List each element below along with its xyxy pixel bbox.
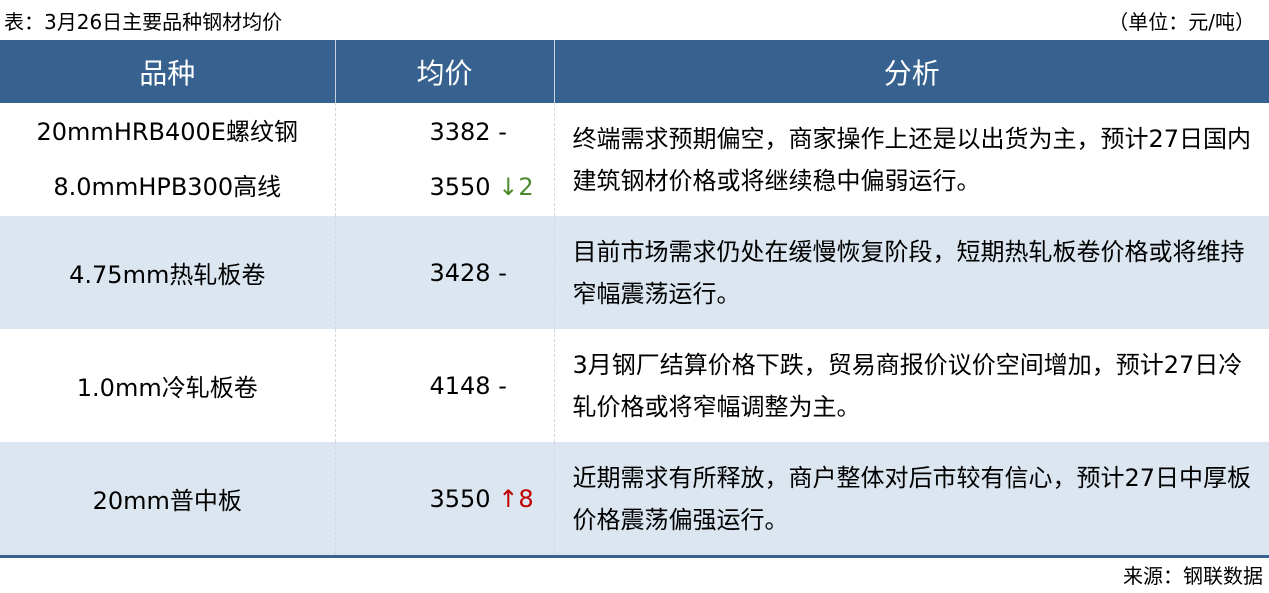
analysis-cell: 终端需求预期偏空，商家操作上还是以出货为主，预计27日国内建筑钢材价格或将继续稳… xyxy=(553,103,1269,216)
analysis-cell: 目前市场需求仍处在缓慢恢复阶段，短期热轧板卷价格或将维持窄幅震荡运行。 xyxy=(553,216,1269,329)
price-value: 4148 xyxy=(429,371,491,400)
header-price: 均价 xyxy=(334,40,554,103)
table-row: 4.75mm热轧板卷 3428 - 目前市场需求仍处在缓慢恢复阶段，短期热轧板卷… xyxy=(0,216,1269,329)
analysis-cell: 近期需求有所释放，商户整体对后市较有信心，预计27日中厚板价格震荡偏强运行。 xyxy=(553,442,1269,558)
header-analysis: 分析 xyxy=(553,40,1269,103)
price-change: - xyxy=(498,371,507,400)
table-row: 1.0mm冷轧板卷 4148 - 3月钢厂结算价格下跌，贸易商报价议价空间增加，… xyxy=(0,329,1269,442)
product-name: 8.0mmHPB300高线 xyxy=(53,172,282,201)
price-value: 3382 xyxy=(429,117,491,146)
header-row: 品种 均价 分析 xyxy=(0,40,1269,103)
price-change: 8 xyxy=(518,484,534,513)
source-note: 来源：钢联数据 xyxy=(1123,564,1263,588)
product-name: 20mm普中板 xyxy=(0,442,335,558)
product-name: 1.0mm冷轧板卷 xyxy=(76,374,258,402)
price-cell: 4148 - xyxy=(334,329,554,442)
price-change: - xyxy=(498,258,507,287)
price-cell: 3550 ↑8 xyxy=(334,442,554,558)
arrow-down-icon: ↓ xyxy=(498,172,519,201)
arrow-up-icon: ↑ xyxy=(498,484,519,513)
price-value: 3550 xyxy=(429,484,491,513)
table-row: 20mmHRB400E螺纹钢 8.0mmHPB300高线 3382 - 3550… xyxy=(0,103,1269,216)
table-row: 20mm普中板 3550 ↑8 近期需求有所释放，商户整体对后市较有信心，预计2… xyxy=(0,442,1269,558)
price-value: 3550 xyxy=(429,172,491,201)
price-value: 3428 xyxy=(429,258,491,287)
price-cell: 3428 - xyxy=(334,216,554,329)
product-cell: 20mmHRB400E螺纹钢 8.0mmHPB300高线 xyxy=(0,103,335,216)
steel-price-table: 品种 均价 分析 20mmHRB400E螺纹钢 8.0mmHPB300高线 33… xyxy=(0,40,1269,558)
price-change: 2 xyxy=(518,172,534,201)
analysis-cell: 3月钢厂结算价格下跌，贸易商报价议价空间增加，预计27日冷轧价格或将窄幅调整为主… xyxy=(553,329,1269,442)
product-name: 20mmHRB400E螺纹钢 xyxy=(36,117,298,146)
table-caption: 表：3月26日主要品种钢材均价 xyxy=(4,10,283,34)
unit-label: （单位：元/吨） xyxy=(1108,10,1255,34)
price-cell: 3382 - 3550 ↓2 xyxy=(334,103,554,216)
product-name: 4.75mm热轧板卷 xyxy=(0,216,335,329)
price-change: - xyxy=(498,117,507,146)
header-product: 品种 xyxy=(0,40,335,103)
